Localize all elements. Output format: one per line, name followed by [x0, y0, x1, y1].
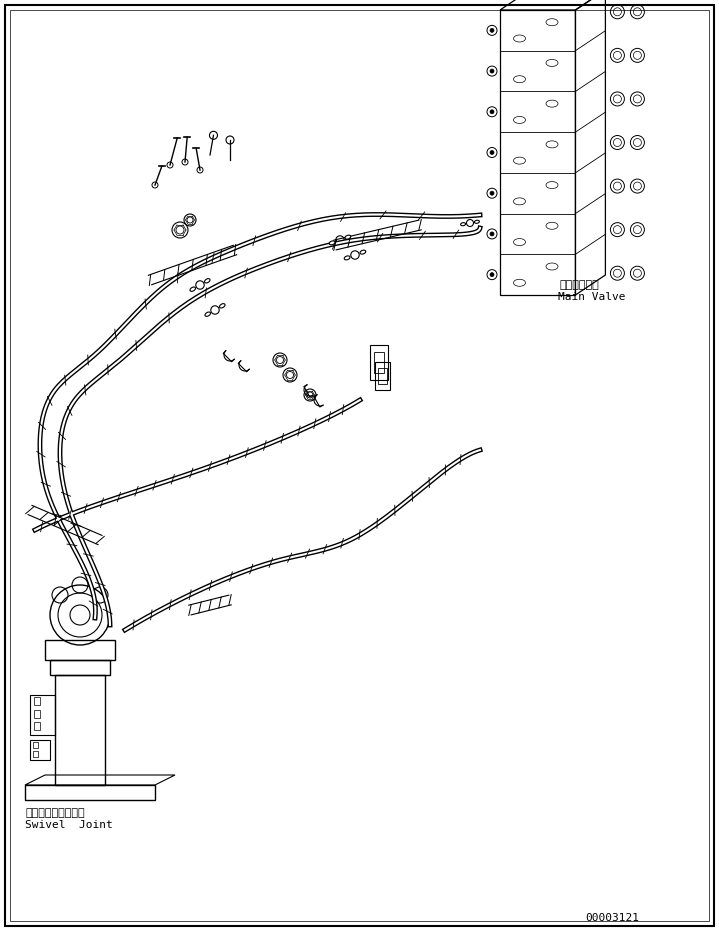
Circle shape: [490, 110, 494, 114]
Bar: [33, 751, 38, 757]
Bar: [34, 697, 40, 705]
Circle shape: [490, 232, 494, 236]
Bar: [374, 352, 385, 373]
Ellipse shape: [475, 221, 480, 223]
Circle shape: [490, 191, 494, 196]
Ellipse shape: [205, 312, 211, 317]
Text: Main Valve: Main Valve: [558, 292, 626, 302]
Bar: [33, 742, 38, 748]
Bar: [375, 362, 390, 390]
Ellipse shape: [329, 241, 335, 245]
Bar: [378, 368, 387, 385]
Bar: [45, 640, 115, 660]
Text: スイベルジョイント: スイベルジョイント: [25, 808, 85, 818]
Text: 00003121: 00003121: [585, 913, 639, 923]
Circle shape: [490, 69, 494, 73]
Bar: [55, 675, 105, 785]
Text: メインバルブ: メインバルブ: [560, 280, 600, 290]
Bar: [34, 722, 40, 730]
Bar: [25, 785, 155, 800]
Circle shape: [490, 273, 494, 277]
Ellipse shape: [360, 250, 366, 254]
Circle shape: [490, 28, 494, 33]
Ellipse shape: [461, 223, 466, 225]
Ellipse shape: [344, 256, 350, 260]
Bar: [370, 345, 388, 380]
Circle shape: [490, 151, 494, 155]
Ellipse shape: [219, 304, 225, 308]
Bar: [50, 660, 110, 675]
Ellipse shape: [345, 236, 351, 239]
Bar: [34, 710, 40, 718]
Text: Swivel  Joint: Swivel Joint: [25, 820, 113, 830]
Bar: [500, 10, 575, 295]
Bar: [30, 695, 55, 735]
Bar: [30, 740, 50, 760]
Ellipse shape: [204, 278, 210, 283]
Ellipse shape: [190, 287, 196, 291]
